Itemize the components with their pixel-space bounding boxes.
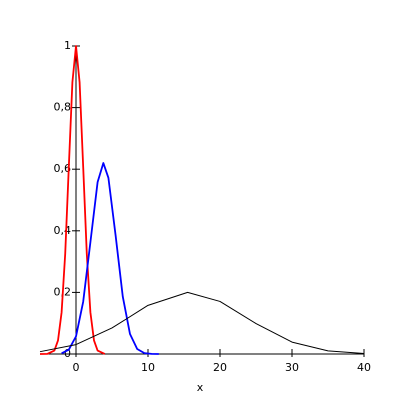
x-tick-label: 10 xyxy=(141,361,155,374)
y-tick-label: 0,4 xyxy=(54,224,72,237)
curve xyxy=(39,291,365,354)
curve xyxy=(61,162,159,355)
y-tick-label: 0,6 xyxy=(54,162,72,175)
y-tick-label: 0,8 xyxy=(54,101,72,114)
x-axis-label: x xyxy=(197,381,204,394)
x-tick-label: 0 xyxy=(73,361,80,374)
y-tick-label: 0 xyxy=(64,347,71,360)
curve xyxy=(39,45,106,355)
x-tick-label: 20 xyxy=(213,361,227,374)
x-tick-label: 30 xyxy=(285,361,299,374)
y-tick-label: 1 xyxy=(64,39,71,52)
x-tick-label: 40 xyxy=(357,361,371,374)
